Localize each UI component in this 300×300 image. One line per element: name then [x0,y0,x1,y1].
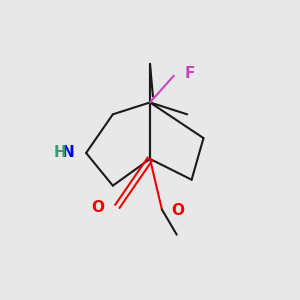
Text: F: F [184,66,195,81]
Text: O: O [91,200,104,214]
Text: O: O [171,203,184,218]
Text: H: H [53,146,66,160]
Text: N: N [61,146,74,160]
